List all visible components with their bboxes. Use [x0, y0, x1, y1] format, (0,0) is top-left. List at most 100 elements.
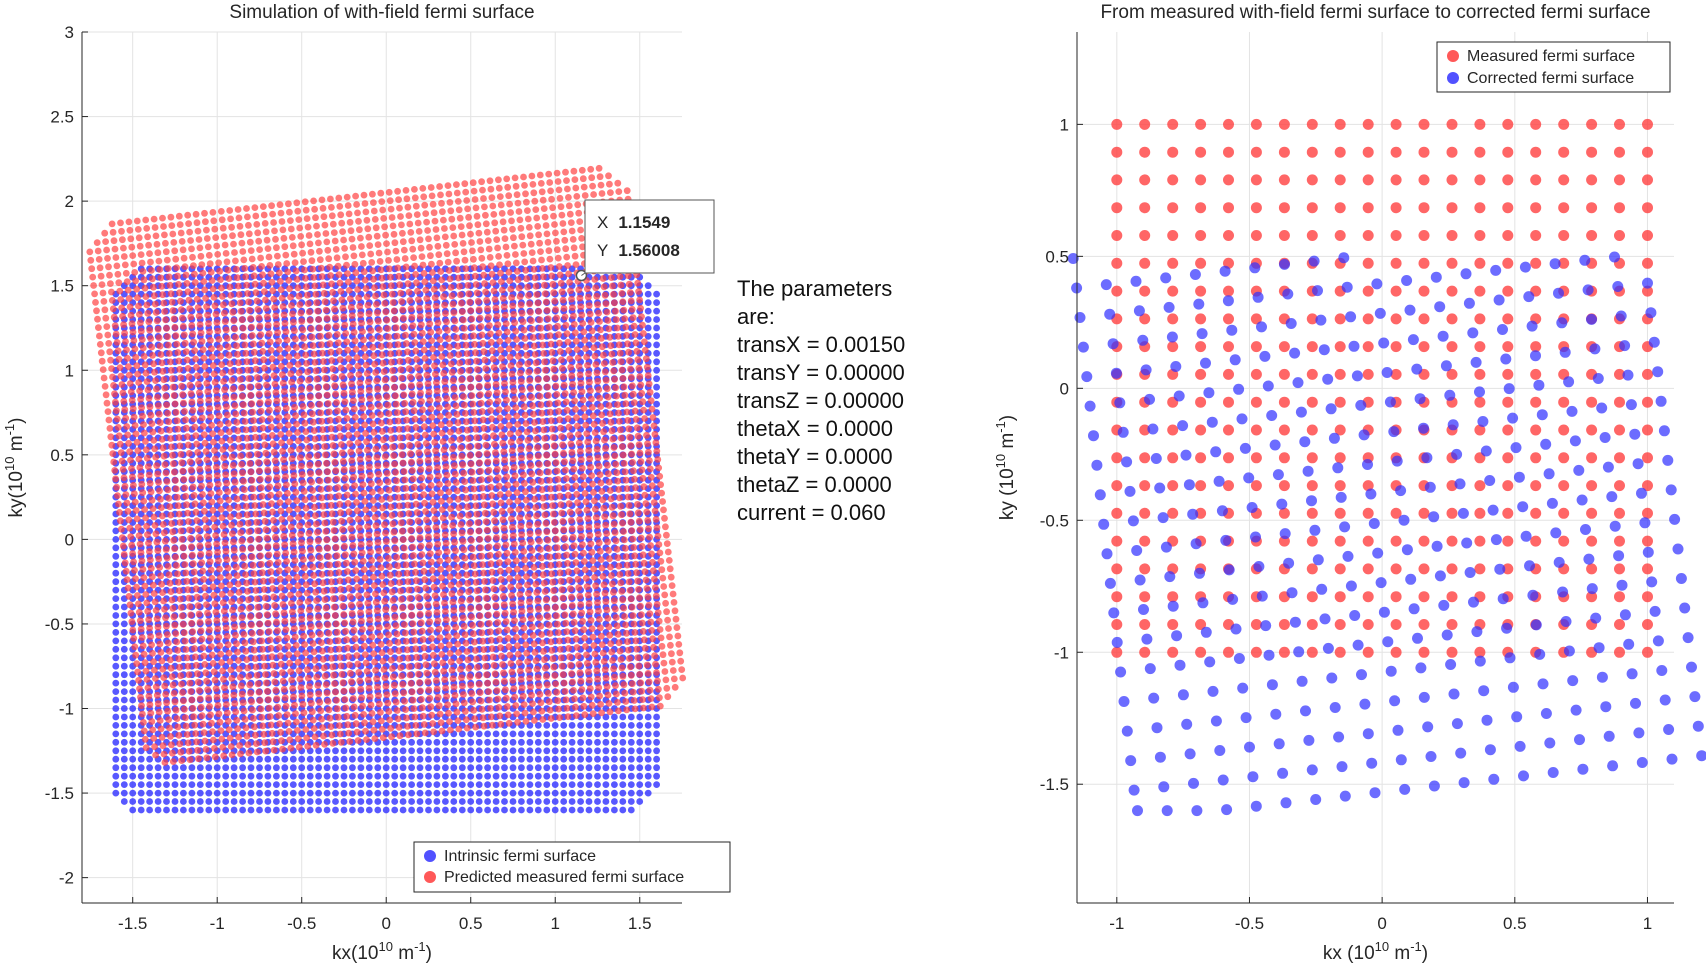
scatter-point	[195, 380, 202, 388]
scatter-point	[139, 642, 147, 650]
scatter-point	[134, 523, 142, 531]
scatter-point	[560, 730, 568, 738]
scatter-point	[201, 661, 209, 668]
scatter-point	[475, 755, 483, 763]
scatter-point	[182, 492, 190, 500]
scatter-point	[416, 764, 424, 772]
scatter-point	[201, 439, 209, 447]
scatter-point	[149, 726, 157, 734]
scatter-point	[182, 722, 190, 730]
scatter-point	[130, 413, 138, 421]
scatter-point	[147, 411, 155, 419]
scatter-point	[636, 738, 644, 746]
scatter-point	[281, 781, 289, 788]
scatter-point	[122, 491, 130, 498]
scatter-point	[115, 279, 123, 287]
scatter-point	[526, 730, 534, 738]
scatter-point	[181, 484, 189, 492]
scatter-point	[222, 789, 230, 797]
scatter-point	[134, 447, 142, 455]
scatter-point	[518, 789, 525, 797]
scatter-point	[179, 246, 187, 254]
scatter-point	[180, 629, 188, 637]
scatter-point	[112, 536, 120, 543]
scatter-point	[340, 798, 348, 805]
scatter-point	[112, 527, 120, 535]
scatter-point	[226, 734, 234, 742]
scatter-point	[191, 500, 199, 508]
scatter-point	[585, 806, 593, 814]
scatter-point	[189, 628, 197, 636]
scatter-point	[247, 798, 255, 805]
scatter-point	[179, 689, 186, 696]
scatter-point	[315, 789, 322, 797]
scatter-point	[120, 551, 128, 558]
scatter-point	[180, 764, 187, 772]
scatter-point	[152, 607, 160, 614]
scatter-point	[365, 798, 373, 805]
scatter-point	[162, 614, 169, 622]
scatter-point	[365, 755, 373, 763]
scatter-point	[619, 806, 627, 814]
scatter-point	[357, 764, 365, 772]
scatter-point	[188, 543, 195, 551]
scatter-point	[197, 703, 205, 711]
scatter-point	[653, 747, 660, 755]
scatter-point	[141, 361, 149, 369]
scatter-point	[154, 700, 162, 708]
scatter-point	[619, 738, 627, 746]
scatter-point	[289, 781, 297, 788]
scatter-point	[156, 487, 163, 495]
scatter-point	[219, 599, 227, 607]
scatter-point	[551, 772, 559, 780]
scatter-point	[165, 571, 173, 579]
scatter-point	[332, 772, 339, 780]
scatter-point	[128, 243, 136, 251]
scatter-point	[543, 722, 551, 729]
scatter-point	[619, 789, 627, 797]
scatter-point	[433, 806, 441, 814]
scatter-point	[467, 772, 475, 780]
scatter-point	[123, 499, 131, 507]
scatter-point	[273, 772, 280, 780]
scatter-point	[113, 415, 121, 423]
scatter-point	[92, 299, 99, 306]
scatter-point	[112, 747, 120, 755]
scatter-point	[281, 755, 289, 763]
scatter-point	[147, 335, 155, 342]
scatter-point	[190, 713, 198, 721]
scatter-point	[653, 772, 660, 780]
scatter-point	[128, 320, 136, 328]
scatter-point	[146, 789, 154, 797]
scatter-point	[204, 686, 212, 693]
scatter-point	[173, 562, 180, 569]
scatter-point	[200, 576, 208, 583]
scatter-point	[594, 798, 601, 805]
scatter-point	[163, 806, 170, 814]
scatter-point	[177, 450, 185, 458]
scatter-point	[171, 789, 179, 797]
scatter-point	[509, 789, 517, 797]
scatter-point	[281, 806, 289, 814]
scatter-point	[467, 755, 475, 763]
scatter-point	[206, 703, 214, 710]
scatter-point	[134, 294, 141, 301]
scatter-point	[382, 806, 390, 814]
scatter-point	[256, 806, 263, 814]
scatter-point	[162, 546, 170, 553]
scatter-point	[112, 688, 120, 695]
scatter-point	[128, 396, 136, 404]
scatter-point	[467, 781, 475, 788]
scatter-point	[155, 257, 163, 265]
scatter-point	[611, 772, 618, 780]
scatter-point	[130, 260, 138, 268]
scatter-point	[627, 722, 635, 729]
scatter-point	[129, 679, 137, 687]
scatter-point	[594, 781, 601, 788]
scatter-point	[182, 646, 190, 653]
scatter-point	[526, 747, 534, 755]
scatter-point	[180, 331, 188, 339]
scatter-point	[163, 798, 170, 805]
scatter-point	[196, 619, 204, 626]
scatter-point	[181, 408, 188, 415]
